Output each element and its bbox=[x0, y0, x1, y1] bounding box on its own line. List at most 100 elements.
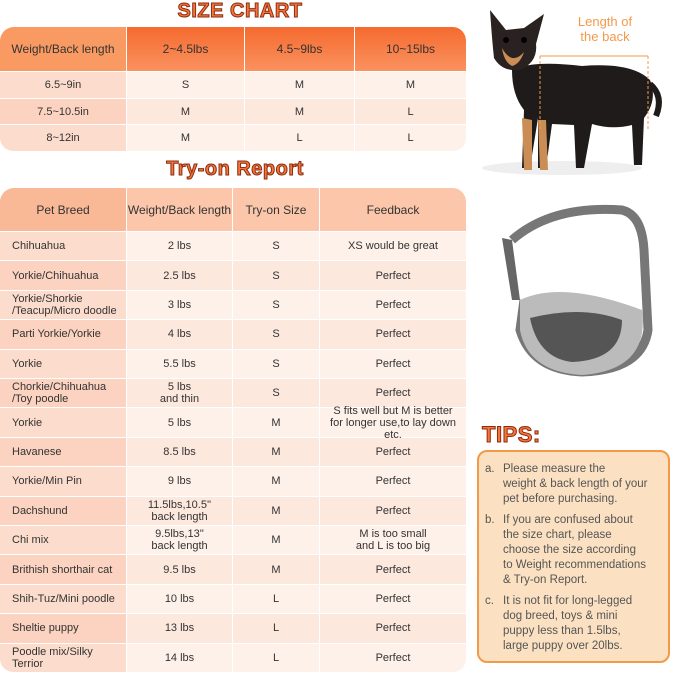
table-cell: Perfect bbox=[320, 437, 467, 468]
header-cell: Weight/Back length bbox=[127, 188, 233, 232]
table-cell: S bbox=[233, 379, 320, 409]
dog-eye bbox=[503, 37, 509, 43]
table-cell: Yorkie bbox=[0, 349, 127, 379]
table-cell: S fits well but M is better for longer u… bbox=[320, 405, 467, 441]
table-cell: Chihuahua bbox=[0, 232, 127, 262]
table-cell: L bbox=[233, 584, 320, 615]
table-cell: 14 lbs bbox=[127, 643, 233, 673]
table-cell: Parti Yorkie/Yorkie bbox=[0, 320, 127, 350]
tryon-title: Try-on Report bbox=[166, 158, 304, 181]
table-cell: Yorkie bbox=[0, 408, 127, 438]
table-cell: S bbox=[233, 349, 320, 379]
header-cell: 2~4.5lbs bbox=[127, 27, 245, 72]
table-cell: Yorkie/Chihuahua bbox=[0, 261, 127, 291]
table-cell: 9 lbs bbox=[127, 467, 233, 497]
table-cell: Perfect bbox=[320, 643, 467, 673]
table-cell: L bbox=[355, 98, 467, 126]
table-cell: S bbox=[127, 72, 245, 99]
table-cell: L bbox=[245, 125, 355, 153]
dog-body bbox=[512, 63, 653, 168]
shadow bbox=[482, 161, 642, 175]
table-cell: 11.5lbs,10.5'' back length bbox=[127, 496, 233, 526]
table-cell: M bbox=[233, 437, 320, 468]
tip-marker: c. bbox=[485, 595, 494, 607]
table-cell: 5.5 lbs bbox=[127, 349, 233, 379]
tip-marker: a. bbox=[485, 463, 495, 475]
tip-text: It is not fit for long-legged dog breed,… bbox=[503, 595, 633, 652]
table-cell: M bbox=[233, 496, 320, 526]
table-cell: Perfect bbox=[320, 349, 467, 379]
table-cell: Perfect bbox=[320, 290, 467, 321]
table-cell: 10 lbs bbox=[127, 584, 233, 615]
dog-eye bbox=[521, 37, 527, 43]
header-cell: Feedback bbox=[320, 188, 467, 232]
table-cell: Havanese bbox=[0, 437, 127, 468]
table-cell: M bbox=[127, 125, 245, 153]
table-cell: S bbox=[233, 320, 320, 350]
dog-annotation: Length of the back bbox=[577, 14, 633, 44]
table-cell: L bbox=[355, 125, 467, 153]
product-images bbox=[482, 10, 662, 377]
table-cell: M bbox=[245, 72, 355, 99]
table-cell: M bbox=[233, 555, 320, 585]
header-cell: Weight/Back length bbox=[0, 27, 127, 72]
dog-muzzle bbox=[502, 48, 524, 66]
table-cell: Perfect bbox=[320, 614, 467, 644]
table-cell: S bbox=[233, 261, 320, 291]
header-cell: Try-on Size bbox=[233, 188, 320, 232]
table-cell: Perfect bbox=[320, 261, 467, 291]
table-cell: M bbox=[127, 98, 245, 126]
header-cell: 10~15lbs bbox=[355, 27, 467, 72]
table-cell: 5 lbs bbox=[127, 408, 233, 438]
table-cell: 9.5 lbs bbox=[127, 555, 233, 585]
table-cell: L bbox=[233, 643, 320, 673]
table-cell: 7.5~10.5in bbox=[0, 98, 127, 126]
table-cell: M is too small and L is too big bbox=[320, 526, 467, 556]
table-cell: Yorkie/Min Pin bbox=[0, 467, 127, 497]
table-cell: 3 lbs bbox=[127, 290, 233, 321]
table-cell: Shih-Tuz/Mini poodle bbox=[0, 584, 127, 615]
table-cell: 5 lbs and thin bbox=[127, 379, 233, 409]
table-cell: S bbox=[233, 232, 320, 262]
tip-text: If you are confused about the size chart… bbox=[503, 514, 646, 586]
table-cell: M bbox=[233, 526, 320, 556]
table-cell: Perfect bbox=[320, 467, 467, 497]
dog-tail bbox=[647, 81, 662, 118]
table-cell: Perfect bbox=[320, 555, 467, 585]
table-cell: Chi mix bbox=[0, 526, 127, 556]
bag-mesh bbox=[530, 311, 622, 362]
header-cell: 4.5~9lbs bbox=[245, 27, 355, 72]
table-cell: Perfect bbox=[320, 379, 467, 409]
table-cell: Sheltie puppy bbox=[0, 614, 127, 644]
table-cell: 6.5~9in bbox=[0, 72, 127, 99]
tips-box: a. Please measure the weight & back lengt… bbox=[477, 450, 670, 663]
table-cell: M bbox=[355, 72, 467, 99]
table-cell: 9.5lbs,13'' back length bbox=[127, 526, 233, 556]
table-cell: M bbox=[245, 98, 355, 126]
table-cell: Perfect bbox=[320, 584, 467, 615]
table-cell: 2.5 lbs bbox=[127, 261, 233, 291]
table-cell: Chorkie/Chihuahua /Toy poodle bbox=[0, 379, 127, 409]
table-cell: 8~12in bbox=[0, 125, 127, 153]
dog-head bbox=[490, 10, 544, 71]
tip-text: Please measure the weight & back length … bbox=[503, 463, 648, 505]
table-cell: Brithish shorthair cat bbox=[0, 555, 127, 585]
table-cell: Dachshund bbox=[0, 496, 127, 526]
header-cell: Pet Breed bbox=[0, 188, 127, 232]
dog-legs bbox=[522, 118, 548, 170]
table-cell: 4 lbs bbox=[127, 320, 233, 350]
table-cell: 8.5 lbs bbox=[127, 437, 233, 468]
table-cell: Poodle mix/Silky Terrior bbox=[0, 643, 127, 673]
tip-marker: b. bbox=[485, 514, 495, 526]
table-cell: Yorkie/Shorkie /Teacup/Micro doodle bbox=[0, 290, 127, 321]
table-cell: M bbox=[233, 467, 320, 497]
table-cell: M bbox=[233, 408, 320, 438]
table-cell: S bbox=[233, 290, 320, 321]
tips-title: TIPS: bbox=[482, 422, 541, 448]
table-cell: Perfect bbox=[320, 320, 467, 350]
size-chart-title: SIZE CHART bbox=[177, 0, 303, 23]
table-cell: L bbox=[233, 614, 320, 644]
table-cell: 2 lbs bbox=[127, 232, 233, 262]
table-cell: XS would be great bbox=[320, 232, 467, 262]
